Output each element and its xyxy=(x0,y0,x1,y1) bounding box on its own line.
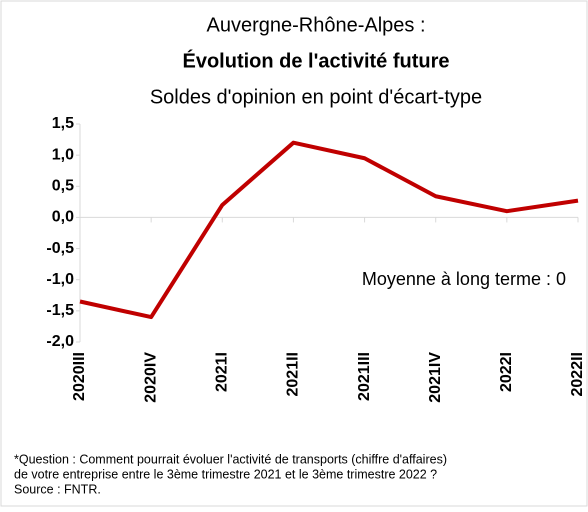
y-tick-label: -2,0 xyxy=(46,333,74,350)
chart-subtitle: Évolution de l'activité future xyxy=(182,49,449,72)
x-tick-label: 2021I xyxy=(214,352,231,392)
chart-title: Auvergne-Rhône-Alpes : xyxy=(206,14,425,36)
y-tick-label: -1,0 xyxy=(46,271,74,288)
y-tick-label: 1,0 xyxy=(52,146,74,163)
footnote: Source : FNTR. xyxy=(14,482,101,496)
x-tick-label: 2022I xyxy=(498,352,515,392)
x-tick-label: 2020IV xyxy=(142,352,159,403)
y-tick-label: 0,0 xyxy=(52,209,74,226)
footnote: de votre entreprise entre le 3ème trimes… xyxy=(14,467,437,481)
chart-subtitle: Soldes d'opinion en point d'écart-type xyxy=(150,86,482,108)
x-tick-label: 2021III xyxy=(356,352,373,401)
y-tick-label: 0,5 xyxy=(52,178,74,195)
x-tick-label: 2022II xyxy=(569,352,586,396)
annotation: Moyenne à long terme : 0 xyxy=(362,269,566,289)
x-tick-label: 2021IV xyxy=(427,352,444,403)
y-tick-label: -0,5 xyxy=(46,240,74,257)
footnote: *Question : Comment pourrait évoluer l'a… xyxy=(14,452,447,466)
line-series xyxy=(79,140,579,320)
x-tick-label: 2021II xyxy=(285,352,302,396)
y-tick-label: 1,5 xyxy=(52,115,74,132)
x-tick-label: 2020III xyxy=(71,352,88,401)
y-tick-label: -1,5 xyxy=(46,302,74,319)
